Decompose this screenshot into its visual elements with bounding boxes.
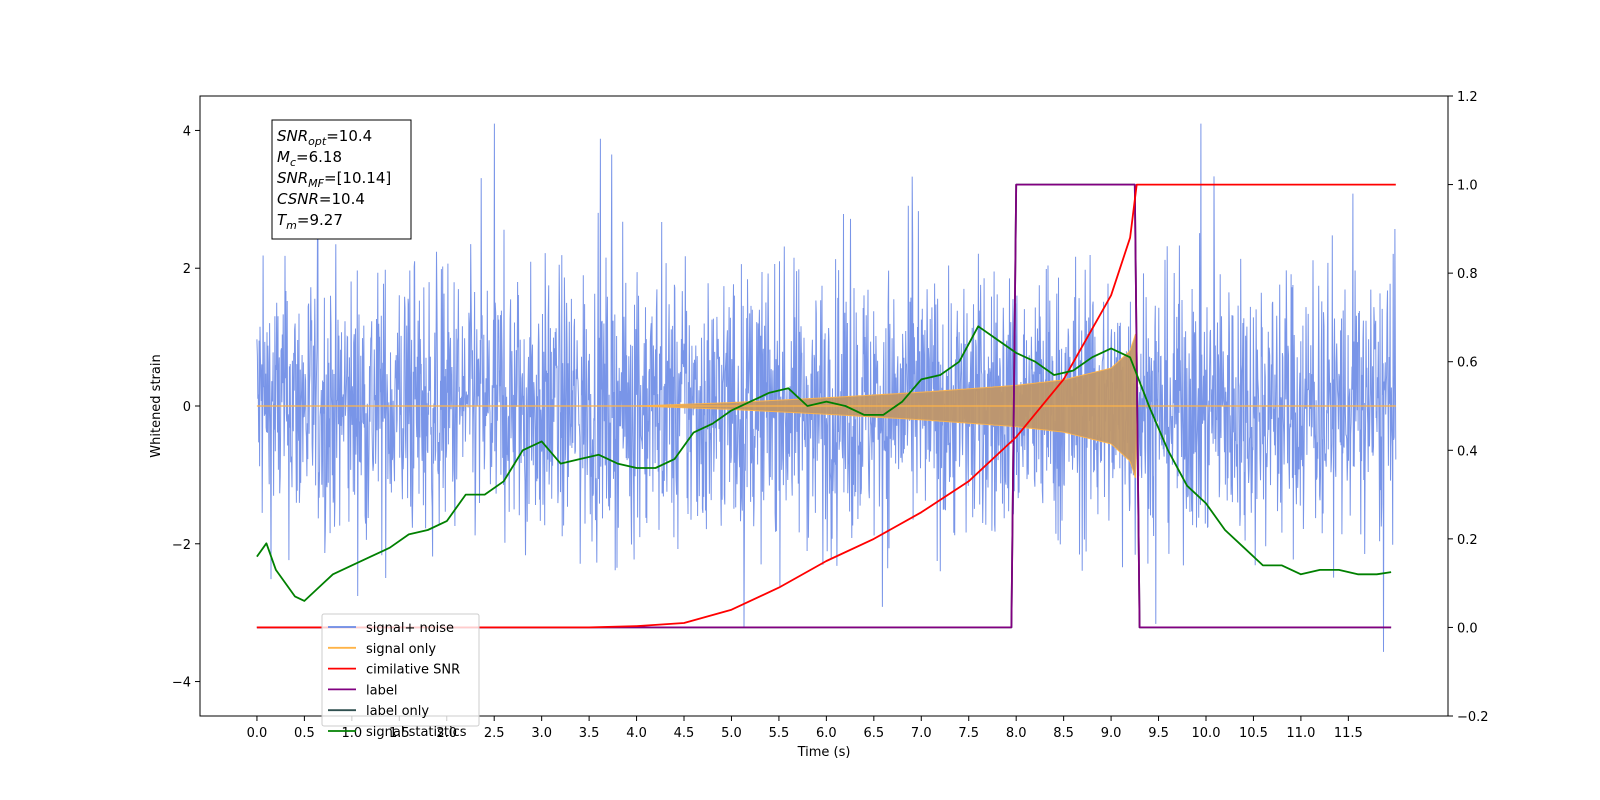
- info-symbol: SNR: [277, 127, 308, 145]
- y-tick-label: 4: [183, 124, 191, 139]
- info-box: SNRopt=10.4Mc=6.18SNRMF=[10.14]CSNR=10.4…: [271, 119, 412, 240]
- info-value: =9.27: [297, 211, 343, 229]
- info-value: =10.4: [319, 190, 365, 208]
- y2-tick-label: −0.2: [1457, 710, 1489, 725]
- y2-tick-label: 1.0: [1457, 179, 1478, 194]
- info-line: Tm=9.27: [277, 211, 343, 232]
- y-tick-label: 2: [183, 262, 191, 277]
- series-cumulative-snr: [256, 183, 1396, 629]
- y-axis-right: −0.2 0.0 0.2 0.4 0.6 0.8 1.0 1.2: [1448, 90, 1489, 725]
- legend-label: cimilative SNR: [366, 663, 460, 678]
- info-symbol: CSNR: [277, 190, 319, 208]
- info-line: CSNR=10.4: [277, 190, 365, 208]
- series-signal-noise: [256, 123, 1397, 652]
- x-tick-label: 8.0: [1006, 726, 1027, 741]
- legend-frame: [321, 613, 480, 727]
- y-tick-label: −4: [172, 676, 191, 691]
- info-symbol: T: [277, 211, 288, 229]
- info-symbol: M: [277, 148, 290, 166]
- x-tick-label: 5.5: [769, 726, 790, 741]
- x-tick-label: 0.0: [247, 726, 268, 741]
- info-box-frame: [271, 119, 412, 240]
- info-value: =[10.14]: [324, 169, 391, 187]
- y2-tick-label: 1.2: [1457, 90, 1478, 105]
- info-subscript: MF: [308, 177, 324, 190]
- x-tick-label: 2.0: [436, 726, 457, 741]
- info-value: =6.18: [296, 148, 342, 166]
- legend: signal+ noise signal only cimilative SNR la…: [321, 613, 480, 740]
- y2-tick-label: 0.8: [1457, 267, 1478, 282]
- y2-tick-label: 0.4: [1457, 444, 1478, 459]
- y2-tick-label: 0.6: [1457, 356, 1478, 371]
- x-tick-label: 4.5: [674, 726, 695, 741]
- info-line: Mc=6.18: [277, 148, 342, 169]
- info-symbol: SNR: [277, 169, 308, 187]
- x-tick-label: 9.5: [1148, 726, 1169, 741]
- x-tick-label: 9.0: [1101, 726, 1122, 741]
- x-tick-label: 10.0: [1192, 726, 1221, 741]
- x-tick-label: 3.5: [579, 726, 600, 741]
- legend-label: label only: [366, 704, 429, 719]
- info-line: SNRopt=10.4: [277, 127, 372, 148]
- legend-label: signal statistics: [366, 725, 467, 740]
- y-axis-label: Whitened strain: [149, 354, 164, 457]
- legend-label: signal only: [366, 642, 436, 657]
- info-subscript: c: [290, 156, 296, 169]
- series-label: [256, 183, 1392, 629]
- x-tick-label: 7.0: [911, 726, 932, 741]
- x-tick-label: 5.0: [721, 726, 742, 741]
- x-tick-label: 1.5: [389, 726, 410, 741]
- x-tick-label: 11.0: [1286, 726, 1315, 741]
- x-tick-label: 8.5: [1053, 726, 1074, 741]
- y2-tick-label: 0.2: [1457, 533, 1478, 548]
- x-tick-label: 6.5: [863, 726, 884, 741]
- x-tick-label: 3.0: [531, 726, 552, 741]
- y-tick-label: 0: [183, 400, 191, 415]
- y-tick-label: −2: [172, 538, 191, 553]
- info-subscript: m: [286, 219, 297, 232]
- x-tick-label: 0.5: [294, 726, 315, 741]
- x-tick-label: 6.0: [816, 726, 837, 741]
- series-signal-statistics: [256, 325, 1392, 602]
- y2-tick-label: 0.0: [1457, 621, 1478, 636]
- legend-label: label: [366, 683, 397, 698]
- y-axis-left: −4 −2 0 2 4: [172, 124, 200, 691]
- x-tick-label: 2.5: [484, 726, 505, 741]
- x-tick-label: 10.5: [1239, 726, 1268, 741]
- info-value: =10.4: [326, 127, 372, 145]
- x-tick-label: 4.0: [626, 726, 647, 741]
- x-tick-label: 7.5: [958, 726, 979, 741]
- x-axis: 0.0 0.5 1.0 1.5 2.0 2.5 3.0 3.5 4.0 4.5 5.0 5.5 6.0 6…: [247, 716, 1363, 741]
- x-tick-label: 1.0: [342, 726, 363, 741]
- x-tick-label: 11.5: [1334, 726, 1363, 741]
- info-line: SNRMF=[10.14]: [277, 169, 391, 190]
- info-subscript: opt: [308, 135, 327, 148]
- plot-area: [256, 123, 1397, 652]
- legend-label: signal+ noise: [366, 621, 454, 636]
- x-axis-label: Time (s): [797, 745, 851, 760]
